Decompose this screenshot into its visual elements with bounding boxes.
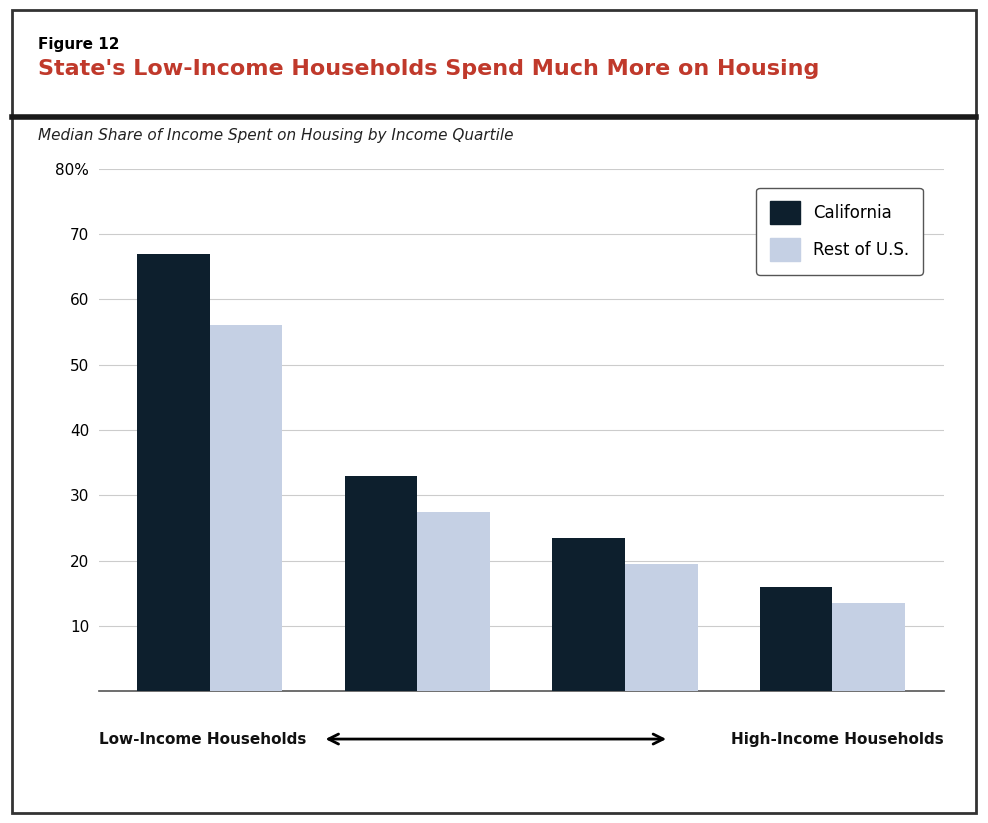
Text: Figure 12: Figure 12 (38, 37, 119, 52)
Bar (137, 253, 209, 691)
Bar (345, 476, 417, 691)
Bar (625, 564, 698, 691)
Text: High-Income Households: High-Income Households (731, 732, 944, 746)
Legend: California, Rest of U.S.: California, Rest of U.S. (757, 188, 923, 275)
Bar (552, 537, 625, 691)
Bar (833, 603, 905, 691)
Text: Median Share of Income Spent on Housing by Income Quartile: Median Share of Income Spent on Housing … (38, 128, 513, 142)
Bar (417, 512, 490, 691)
Text: Low-Income Households: Low-Income Households (99, 732, 306, 746)
Text: State's Low-Income Households Spend Much More on Housing: State's Low-Income Households Spend Much… (38, 59, 819, 79)
Bar (209, 325, 283, 691)
Bar (760, 587, 833, 691)
